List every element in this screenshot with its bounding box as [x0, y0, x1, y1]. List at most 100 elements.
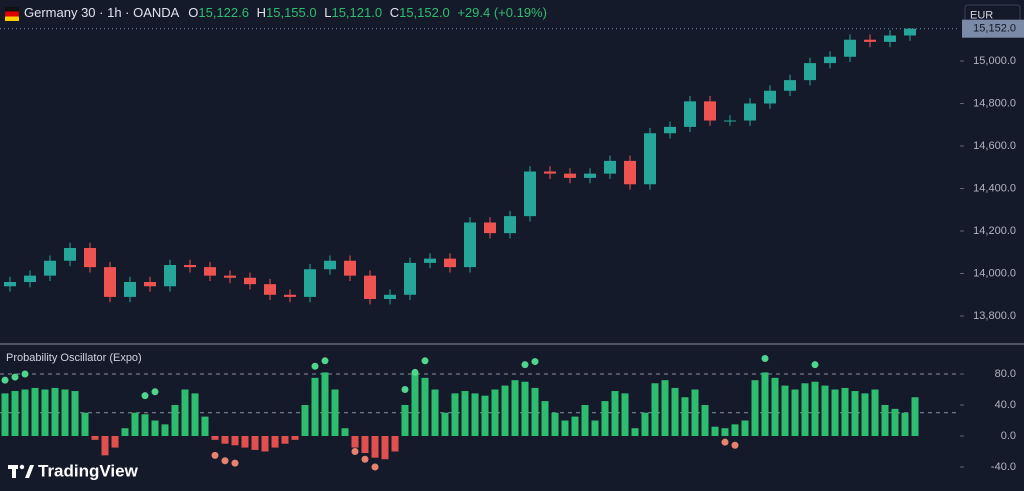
histogram-bar	[711, 426, 719, 436]
histogram-bar	[791, 389, 799, 436]
histogram-bar	[691, 389, 699, 436]
histogram-bar	[741, 420, 749, 436]
ohlc-key: C	[390, 5, 399, 20]
histogram-bar	[471, 393, 479, 436]
histogram-bar	[11, 391, 19, 436]
currency-label[interactable]: EUR	[970, 9, 993, 21]
histogram-bar	[831, 389, 839, 436]
histogram-bar	[171, 404, 179, 436]
y-tick-label: 14,600.0	[973, 140, 1016, 152]
histogram-bar	[431, 389, 439, 436]
signal-dot	[1, 376, 9, 384]
candle-body	[404, 262, 416, 295]
histogram-bar	[751, 380, 759, 436]
candle-body	[624, 160, 636, 185]
y-tick-label: 13,800.0	[973, 310, 1016, 322]
candle-body	[264, 284, 276, 295]
histogram-bar	[561, 420, 569, 436]
histogram-bar	[111, 435, 119, 448]
candle-body	[464, 222, 476, 268]
histogram-bar	[801, 383, 809, 436]
histogram-bar	[331, 389, 339, 436]
symbol-header: Germany 30 · 1h · OANDA O15,122.6 H15,15…	[24, 5, 547, 20]
signal-dot	[11, 373, 19, 381]
histogram-bar	[811, 381, 819, 436]
histogram-bar	[1, 393, 9, 436]
histogram-bar	[71, 391, 79, 436]
ohlc-value: 15,152.0	[399, 5, 450, 20]
candle-body	[124, 282, 136, 297]
histogram-bar	[181, 389, 189, 436]
histogram-bar	[781, 385, 789, 436]
candle-body	[244, 277, 256, 285]
histogram-bar	[551, 412, 559, 436]
y-tick-label: 14,200.0	[973, 225, 1016, 237]
histogram-bar	[291, 435, 299, 440]
histogram-bar	[761, 372, 769, 436]
signal-dot	[721, 438, 729, 446]
candle-body	[384, 294, 396, 300]
candle-body	[504, 216, 516, 234]
histogram-bar	[281, 435, 289, 444]
histogram-bar	[451, 393, 459, 436]
candle-body	[804, 63, 816, 81]
histogram-bar	[491, 389, 499, 436]
candle-body	[584, 173, 596, 178]
ohlc-value: 15,155.0	[266, 5, 317, 20]
histogram-bar	[441, 412, 449, 436]
histogram-bar	[721, 428, 729, 436]
logo-shape	[19, 464, 25, 470]
histogram-bar	[91, 435, 99, 440]
flag-stripe	[5, 16, 19, 21]
y-tick-label: 14,800.0	[973, 97, 1016, 109]
histogram-bar	[311, 377, 319, 436]
symbol-title: Germany 30 · 1h · OANDA	[24, 5, 180, 20]
y-tick-label: 80.0	[995, 368, 1016, 380]
candle-body	[424, 258, 436, 263]
signal-dot	[371, 463, 379, 471]
signal-dot	[311, 362, 319, 370]
signal-dot	[521, 361, 529, 369]
histogram-bar	[141, 414, 149, 436]
histogram-bar	[671, 387, 679, 436]
histogram-bar	[191, 393, 199, 436]
y-tick-label: 40.0	[995, 399, 1016, 411]
histogram-bar	[31, 387, 39, 436]
histogram-bar	[201, 416, 209, 436]
histogram-bar	[601, 401, 609, 436]
candle-body	[184, 265, 196, 268]
histogram-bar	[701, 404, 709, 436]
candle-body	[224, 275, 236, 278]
histogram-bar	[361, 435, 369, 454]
histogram-bar	[881, 404, 889, 436]
histogram-bar	[871, 389, 879, 436]
ohlc-value: 15,122.6	[198, 5, 249, 20]
histogram-bar	[621, 393, 629, 436]
signal-dot	[231, 459, 239, 467]
candle-body	[484, 222, 496, 234]
candle-body	[324, 260, 336, 270]
signal-dot	[361, 455, 369, 463]
histogram-bar	[571, 416, 579, 436]
candle-body	[204, 267, 216, 276]
y-tick-label: 14,000.0	[973, 267, 1016, 279]
candle-body	[744, 103, 756, 121]
histogram-bar	[301, 404, 309, 436]
ohlc-value: 15,121.0	[331, 5, 382, 20]
histogram-bar	[511, 380, 519, 436]
histogram-bar	[51, 387, 59, 436]
histogram-bar	[211, 435, 219, 440]
signal-dot	[401, 385, 409, 393]
signal-dot	[351, 447, 359, 455]
candle-body	[824, 56, 836, 64]
histogram-bar	[771, 377, 779, 436]
candle-body	[24, 275, 36, 283]
histogram-bar	[101, 435, 109, 456]
histogram-bar	[401, 404, 409, 436]
histogram-bar	[531, 387, 539, 436]
candle-body	[844, 39, 856, 57]
histogram-bar	[251, 435, 259, 450]
candle-body	[784, 80, 796, 91]
logo: TradingView	[8, 461, 139, 480]
